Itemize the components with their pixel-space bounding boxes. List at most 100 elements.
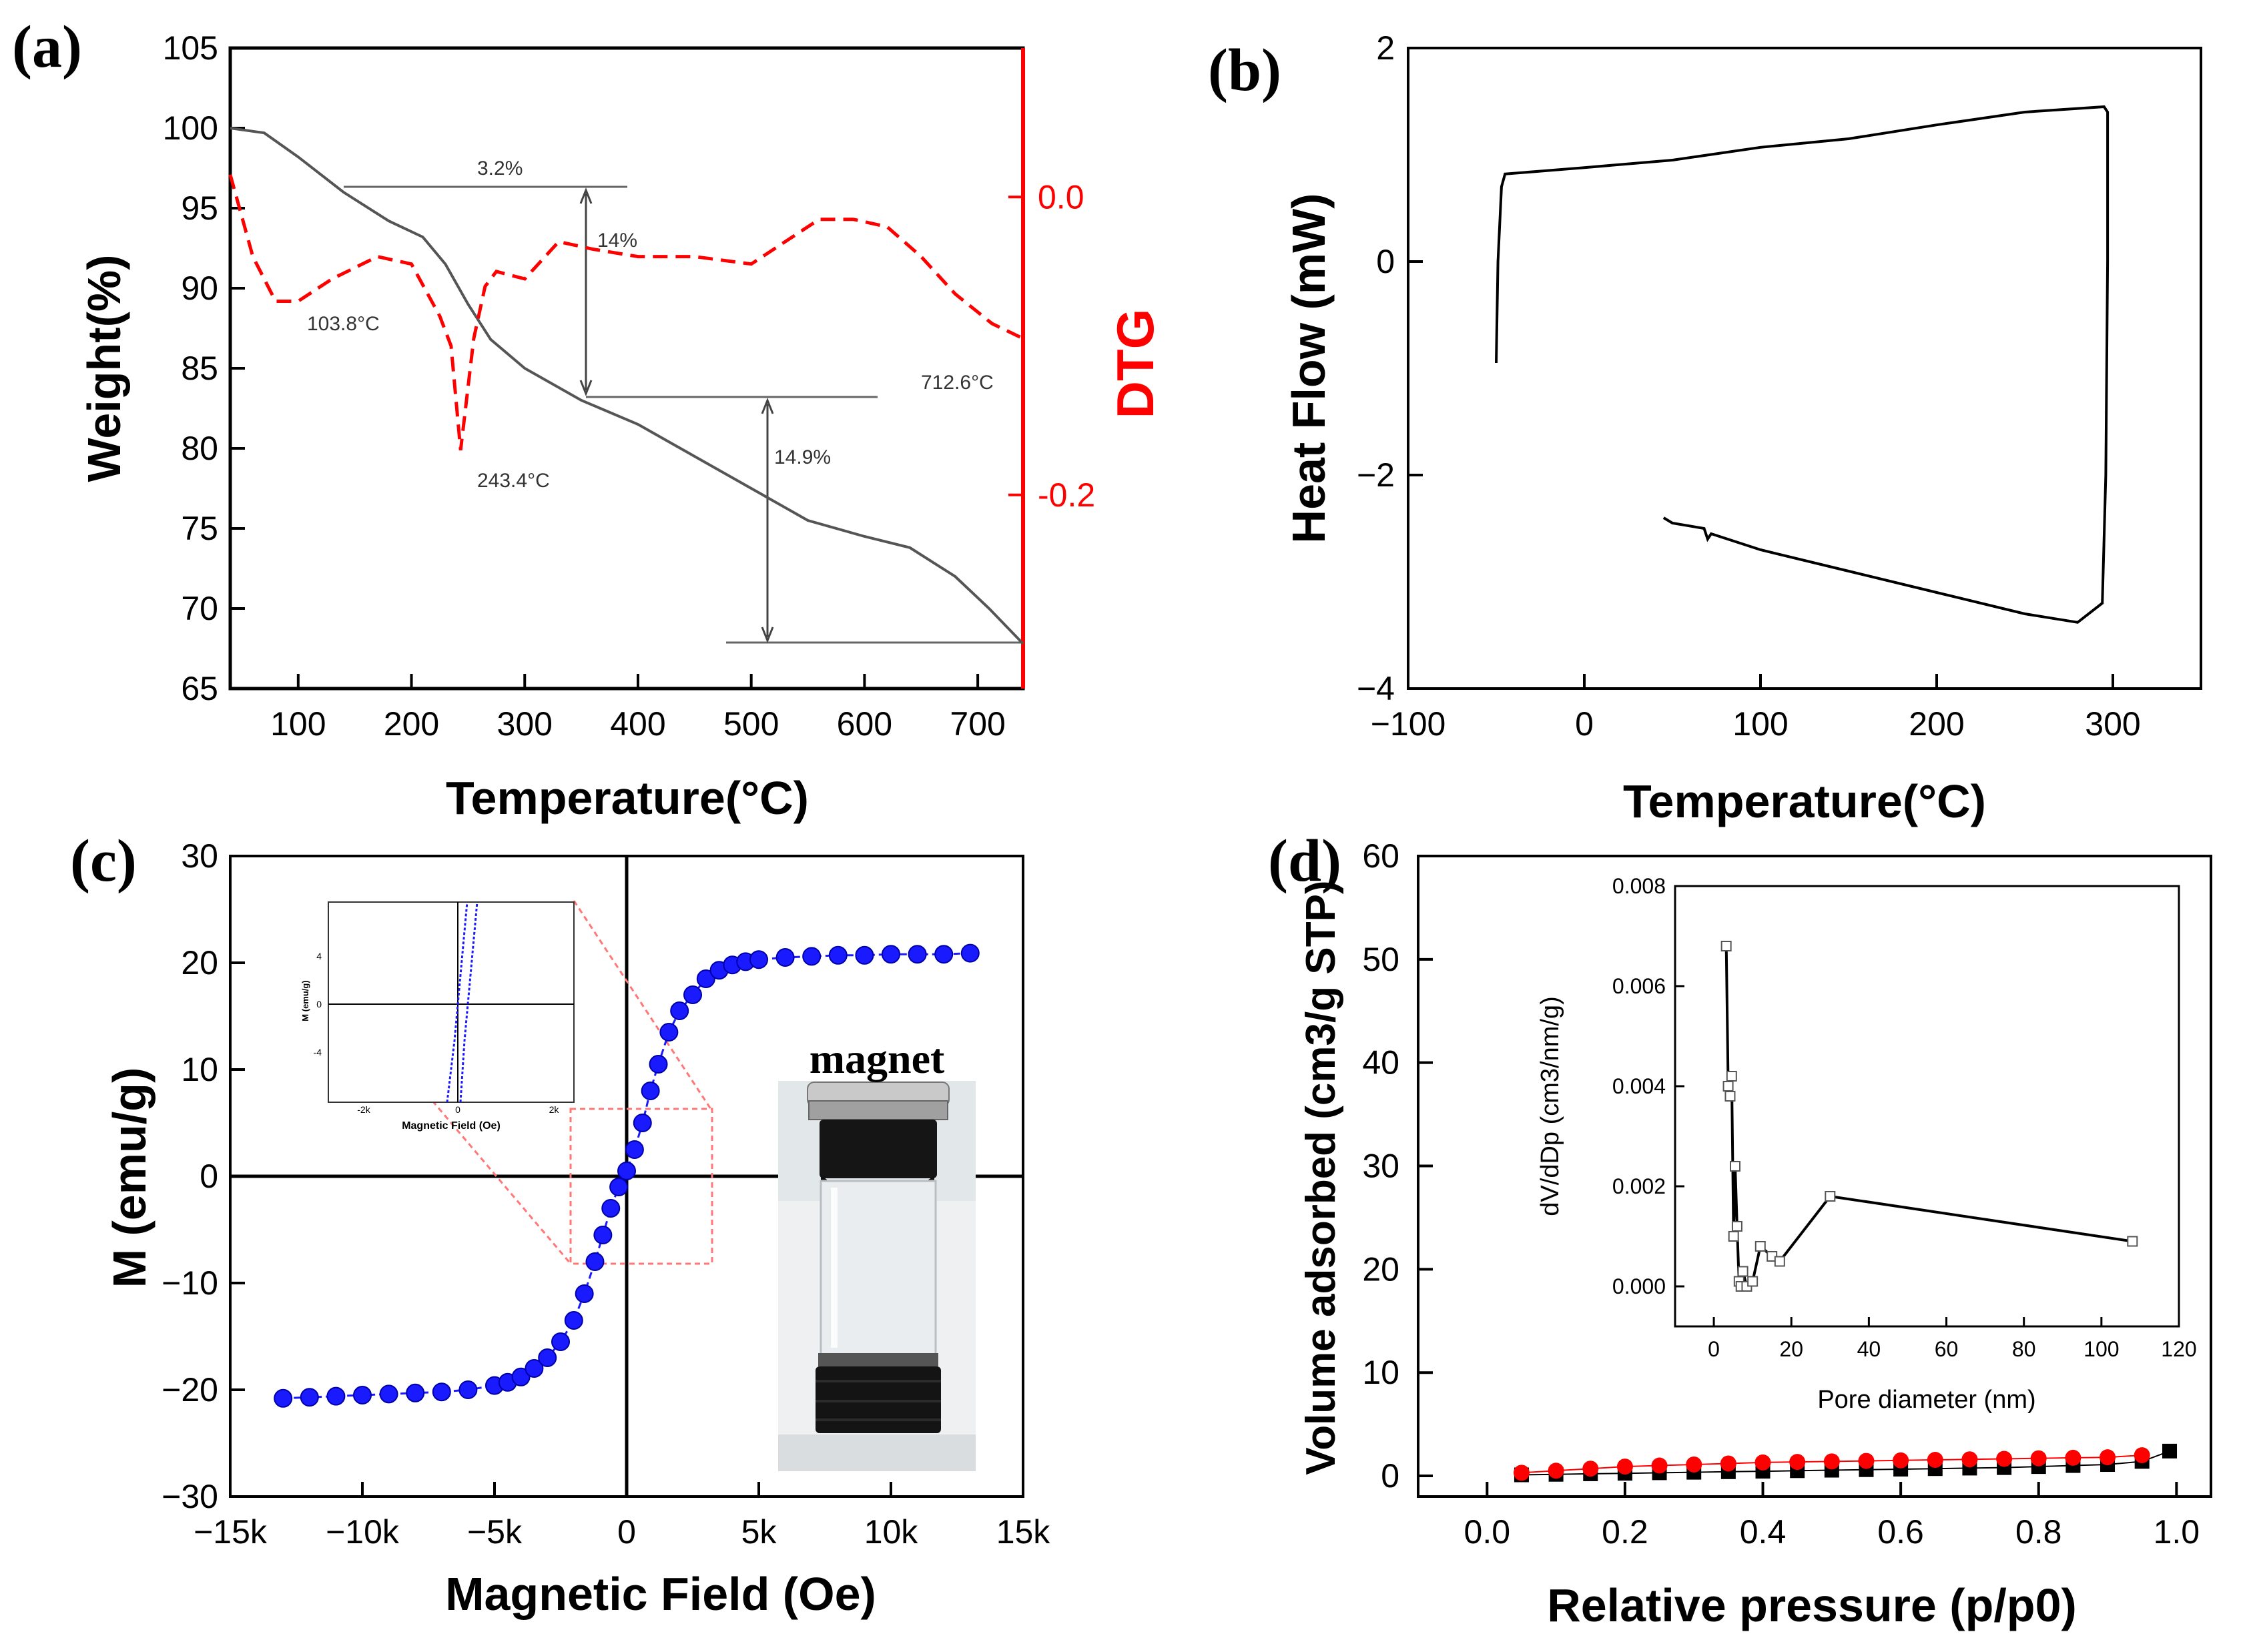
panel-d-inset-ytick-label: 0.002 bbox=[1612, 1174, 1666, 1198]
panel-c-point bbox=[882, 945, 900, 964]
panel-c-point bbox=[300, 1388, 319, 1407]
panel-c-ytick-label: 20 bbox=[181, 944, 218, 981]
panel-c-point bbox=[575, 1284, 594, 1303]
panel-c-ytick-label: 10 bbox=[181, 1051, 218, 1088]
panel-c-point bbox=[641, 1082, 660, 1100]
panel-d: (d) 0.0 0.2 0.4 0.6 0.8 1.0 0 10 20 30 40 50 60 0 20… bbox=[1268, 828, 2212, 1631]
panel-d-desorption-point bbox=[1789, 1454, 1806, 1471]
panel-c-xticks: −15k −10k −5k 0 5k 10k 15k bbox=[194, 1482, 1050, 1551]
panel-d-xtick-label: 0.0 bbox=[1464, 1513, 1511, 1551]
panel-c-inset-ylabel: M (emu/g) bbox=[300, 980, 310, 1021]
panel-d-desorption-point bbox=[1858, 1453, 1875, 1469]
panel-c-points bbox=[274, 943, 980, 1408]
panel-c-point bbox=[379, 1384, 398, 1404]
panel-c-point bbox=[802, 947, 822, 966]
panel-c-point bbox=[525, 1359, 544, 1378]
panel-c-point bbox=[828, 945, 848, 965]
panel-d-ytick-label: 40 bbox=[1362, 1044, 1399, 1082]
panel-a-arrowheads-149 bbox=[761, 397, 774, 644]
panel-b-xlabel: Temperature(°C) bbox=[1623, 775, 1986, 827]
panel-c-xlabel: Magnetic Field (Oe) bbox=[445, 1568, 876, 1620]
panel-a-arrowheads-14 bbox=[579, 187, 593, 397]
panel-a-xlabel: Temperature(°C) bbox=[446, 772, 809, 824]
panel-d-inset-point bbox=[1737, 1266, 1748, 1277]
panel-a-dtg-curve bbox=[228, 174, 1024, 451]
vial-neck bbox=[818, 1353, 938, 1366]
panel-b-xtick-label: 100 bbox=[1732, 705, 1788, 743]
panel-c-label: (c) bbox=[70, 828, 137, 894]
panel-a-ytick-label: 100 bbox=[163, 109, 218, 147]
panel-b-ytick-label: 0 bbox=[1376, 243, 1395, 280]
panel-b-label: (b) bbox=[1208, 37, 1281, 103]
panel-a-xticks: 100 200 300 400 500 600 700 bbox=[270, 674, 1006, 743]
panel-d-xtick-label: 0.8 bbox=[2015, 1513, 2062, 1551]
panel-c-point bbox=[617, 1162, 636, 1180]
panel-b-ytick-label: −4 bbox=[1357, 670, 1395, 707]
panel-d-xtick-label: 0.2 bbox=[1602, 1513, 1648, 1551]
panel-d-inset-xtick-label: 120 bbox=[2161, 1337, 2196, 1361]
panel-c-point bbox=[670, 1001, 689, 1020]
panel-c-ytick-label: 30 bbox=[181, 837, 218, 875]
panel-a-ytick-label: 95 bbox=[181, 189, 218, 227]
panel-b-ytick-label: 2 bbox=[1376, 29, 1395, 67]
panel-c-point bbox=[585, 1252, 605, 1271]
panel-d-ytick-label: 10 bbox=[1362, 1354, 1399, 1391]
panel-d-desorption-point bbox=[1513, 1465, 1530, 1481]
panel-b-xtick-label: 200 bbox=[1909, 705, 1964, 743]
panel-c-zoom-line-2 bbox=[431, 1100, 572, 1264]
photo-label-magnet: magnet bbox=[810, 1035, 945, 1082]
panel-d-desorption-point bbox=[1927, 1452, 1943, 1469]
panel-d-inset-xticks: 0 20 40 60 80 100 120 bbox=[1708, 1317, 2197, 1361]
vial-glass bbox=[820, 1180, 937, 1357]
panel-d-ytick-label: 0 bbox=[1381, 1457, 1399, 1495]
panel-a-xtick-label: 200 bbox=[384, 705, 439, 743]
panel-c-ytick-label: −10 bbox=[162, 1264, 218, 1302]
panel-c-ytick-label: −20 bbox=[162, 1371, 218, 1408]
panel-c-point bbox=[775, 948, 795, 967]
magnet-band bbox=[808, 1100, 948, 1120]
panel-d-desorption-point bbox=[1893, 1452, 1909, 1469]
panel-a-ytick-label: 90 bbox=[181, 270, 218, 307]
panel-d-inset-ytick-label: 0.008 bbox=[1612, 874, 1666, 898]
panel-d-xticks: 0.0 0.2 0.4 0.6 0.8 1.0 bbox=[1464, 1482, 2200, 1551]
panel-d-inset-xtick-label: 0 bbox=[1708, 1337, 1720, 1361]
panel-a-xtick-label: 700 bbox=[950, 705, 1005, 743]
panel-d-inset-ytick-label: 0.004 bbox=[1612, 1074, 1666, 1098]
panel-c-xtick-label: 10k bbox=[864, 1513, 919, 1551]
panel-d-desorption-point bbox=[1582, 1461, 1599, 1477]
panel-a-frame bbox=[228, 46, 1025, 691]
panel-c-ytick-label: 0 bbox=[200, 1158, 218, 1195]
panel-c-point bbox=[625, 1140, 644, 1159]
panel-a-ytick-label: 70 bbox=[181, 590, 218, 627]
panel-d-desorption-point bbox=[2100, 1449, 2116, 1466]
panel-d-inset-point bbox=[1747, 1276, 1758, 1287]
panel-a-y2ticks: 0.0 -0.2 bbox=[1008, 178, 1095, 514]
panel-d-desorption-point bbox=[1754, 1454, 1771, 1471]
panel-b-xtick-label: 0 bbox=[1575, 705, 1594, 743]
panel-c-point bbox=[274, 1388, 293, 1408]
panel-d-inset-xtick-label: 20 bbox=[1779, 1337, 1803, 1361]
panel-d-desorption-point bbox=[1686, 1457, 1702, 1473]
panel-a-xtick-label: 100 bbox=[270, 705, 326, 743]
panel-a-annot-7126: 712.6°C bbox=[921, 372, 994, 394]
panel-b-frame bbox=[1407, 47, 2202, 690]
panel-a-ytick-label: 85 bbox=[181, 350, 218, 387]
panel-a-weight-curve bbox=[230, 127, 1024, 645]
panel-c-point bbox=[564, 1311, 583, 1330]
panel-d-inset-points bbox=[1720, 941, 2138, 1292]
panel-c-inset-ytick-1: 4 bbox=[316, 951, 322, 961]
panel-a: (a) 100 200 300 400 500 600 700 65 70 75 80 85 90 95… bbox=[12, 14, 1165, 824]
panel-d-inset-yticks: 0.000 0.002 0.004 0.006 0.008 bbox=[1612, 874, 1684, 1298]
panel-c-point bbox=[960, 943, 980, 963]
panel-a-y2tick-label: -0.2 bbox=[1038, 476, 1095, 514]
panel-c-inset-xlabel: Magnetic Field (Oe) bbox=[402, 1120, 501, 1132]
panel-c-xtick-label: 5k bbox=[741, 1513, 777, 1551]
panel-c-point bbox=[696, 969, 715, 988]
vial-cap-top bbox=[820, 1120, 937, 1178]
panel-d-inset-point bbox=[2127, 1236, 2138, 1247]
panel-a-annot-14: 14% bbox=[597, 230, 637, 252]
panel-c-point bbox=[353, 1386, 372, 1404]
panel-d-xtick-label: 0.6 bbox=[1877, 1513, 1924, 1551]
panel-a-ytick-label: 105 bbox=[163, 29, 218, 67]
panel-d-inset-point bbox=[1825, 1191, 1836, 1202]
